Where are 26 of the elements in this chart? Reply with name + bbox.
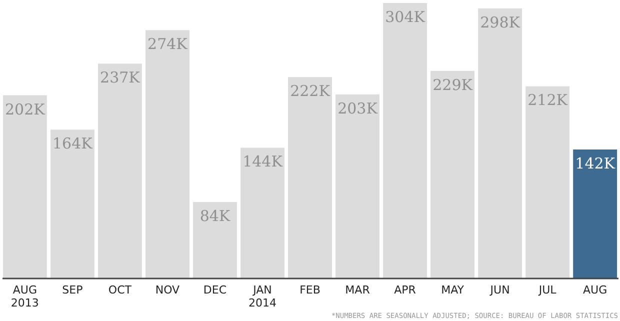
x-tick-label: JUN [489,284,510,296]
x-tick-label: JAN 2014 [248,284,276,310]
data-label: 142K [575,154,616,173]
data-label: 222K [290,82,331,100]
x-tick-label: SEP [62,284,84,296]
data-label: 304K [385,8,426,26]
data-label: 202K [5,100,46,118]
x-tick-label: AUG [583,284,608,296]
x-tick-label: MAY [441,284,464,296]
data-label: 274K [148,35,188,54]
data-label: 298K [480,13,521,32]
x-tick-label: MAR [345,284,370,296]
data-label: 212K [528,91,568,110]
data-label: 144K [242,152,284,171]
x-tick-label: OCT [108,284,132,296]
x-tick-label: FEB [300,284,320,296]
x-tick-label: JUL [538,284,558,296]
x-tick-label: NOV [155,284,180,296]
x-tick-label: DEC [203,284,227,296]
data-label: 84K [200,207,231,226]
data-label: 164K [52,134,94,153]
data-label: 203K [338,99,378,118]
x-tick-label: APR [394,284,416,296]
data-label: 237K [100,68,141,87]
x-tick-label: AUG 2013 [10,284,39,310]
data-label: 229K [432,76,474,94]
